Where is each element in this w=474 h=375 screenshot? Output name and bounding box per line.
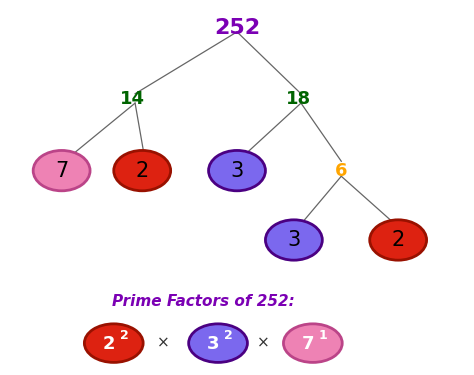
Text: 18: 18 <box>286 90 311 108</box>
Ellipse shape <box>114 150 171 191</box>
Text: 7: 7 <box>302 335 314 353</box>
Text: 14: 14 <box>120 90 145 108</box>
Ellipse shape <box>33 150 90 191</box>
Ellipse shape <box>370 220 427 260</box>
Ellipse shape <box>209 150 265 191</box>
Ellipse shape <box>189 324 247 362</box>
Text: 2: 2 <box>136 160 149 181</box>
Text: 2: 2 <box>103 335 115 353</box>
Text: 3: 3 <box>230 160 244 181</box>
Text: 3: 3 <box>287 230 301 250</box>
Ellipse shape <box>84 324 143 362</box>
Text: 7: 7 <box>55 160 68 181</box>
Text: Prime Factors of 252:: Prime Factors of 252: <box>112 294 295 309</box>
Text: ×: × <box>157 336 170 351</box>
Text: 2: 2 <box>392 230 405 250</box>
Ellipse shape <box>283 324 342 362</box>
Text: 6: 6 <box>335 162 347 180</box>
Text: 2: 2 <box>224 329 233 342</box>
Text: 3: 3 <box>207 335 219 353</box>
Text: ×: × <box>257 336 269 351</box>
Text: 252: 252 <box>214 18 260 38</box>
Text: 2: 2 <box>120 329 128 342</box>
Text: 1: 1 <box>319 329 328 342</box>
Ellipse shape <box>265 220 322 260</box>
